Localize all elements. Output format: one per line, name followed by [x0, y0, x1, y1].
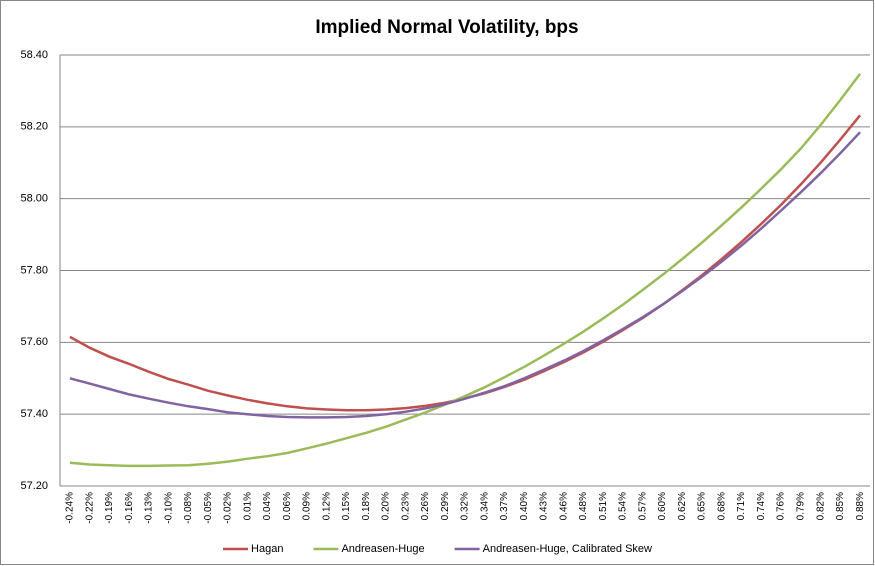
x-tick-label: 0.12% [321, 492, 332, 520]
x-tick-label: 0.04% [262, 492, 273, 520]
series-line [69, 72, 862, 468]
x-tick-label: 0.43% [539, 492, 550, 520]
x-tick-label: 0.65% [697, 492, 708, 520]
x-tick-label: 0.62% [677, 492, 688, 520]
x-tick-label: -0.13% [144, 492, 155, 524]
x-tick-label: 0.60% [657, 492, 668, 520]
x-tick-label: 0.23% [400, 492, 411, 520]
y-tick-label: 58.20 [20, 121, 48, 133]
y-tick-label: 58.00 [20, 193, 48, 205]
x-tick-label: 0.20% [381, 492, 392, 520]
x-tick-label: 0.18% [361, 492, 372, 520]
x-tick-label: 0.15% [341, 492, 352, 520]
y-tick-label: 57.60 [20, 336, 48, 348]
y-tick-label: 57.20 [20, 480, 48, 492]
x-tick-label: 0.85% [835, 492, 846, 520]
x-tick-label: 0.51% [598, 492, 609, 520]
x-tick-label: -0.22% [84, 492, 95, 524]
x-tick-label: -0.16% [124, 492, 135, 524]
x-tick-label: 0.01% [242, 492, 253, 520]
x-tick-label: 0.09% [302, 492, 313, 520]
x-tick-label: -0.10% [163, 492, 174, 524]
legend-label: Hagan [251, 543, 283, 555]
x-tick-label: 0.26% [420, 492, 431, 520]
x-tick-label: -0.05% [203, 492, 214, 524]
x-tick-label: 0.40% [519, 492, 530, 520]
x-tick-label: 0.48% [578, 492, 589, 520]
y-tick-label: 58.40 [20, 49, 48, 61]
x-tick-label: 0.88% [855, 492, 866, 520]
x-tick-label: -0.02% [223, 492, 234, 524]
x-tick-label: 0.32% [460, 492, 471, 520]
x-tick-label: 0.46% [558, 492, 569, 520]
x-tick-label: -0.08% [183, 492, 194, 524]
chart-title: Implied Normal Volatility, bps [315, 17, 578, 38]
x-tick-label: -0.19% [104, 492, 115, 524]
legend-label: Andreasen-Huge [341, 543, 424, 555]
x-tick-label: 0.79% [795, 492, 806, 520]
x-tick-label: 0.82% [815, 492, 826, 520]
x-tick-label: 0.57% [637, 492, 648, 520]
x-tick-label: 0.68% [716, 492, 727, 520]
x-tick-label: -0.24% [65, 492, 76, 524]
x-tick-label: 0.71% [736, 492, 747, 520]
series-line [69, 131, 862, 419]
x-tick-label: 0.76% [776, 492, 787, 520]
legend-label: Andreasen-Huge, Calibrated Skew [483, 543, 652, 555]
x-tick-label: 0.74% [756, 492, 767, 520]
y-tick-label: 57.80 [20, 264, 48, 276]
x-tick-label: 0.29% [440, 492, 451, 520]
y-tick-label: 57.40 [20, 408, 48, 420]
x-tick-label: 0.34% [479, 492, 490, 520]
x-tick-label: 0.37% [499, 492, 510, 520]
x-tick-label: 0.06% [282, 492, 293, 520]
x-tick-label: 0.54% [618, 492, 629, 520]
